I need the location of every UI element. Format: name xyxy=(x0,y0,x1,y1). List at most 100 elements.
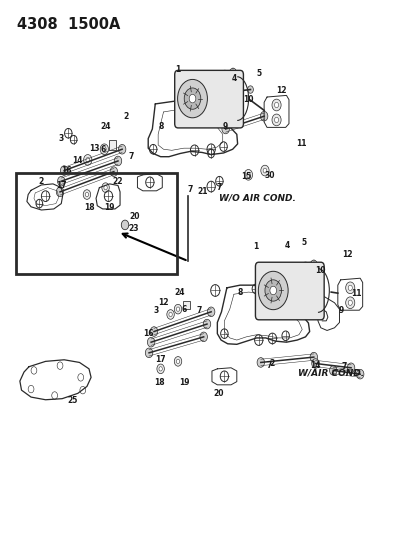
Text: 22: 22 xyxy=(112,177,123,185)
Circle shape xyxy=(274,102,278,108)
Text: 13: 13 xyxy=(89,144,100,152)
Circle shape xyxy=(329,366,336,375)
Text: 3: 3 xyxy=(59,134,64,143)
Circle shape xyxy=(102,147,106,152)
Circle shape xyxy=(174,357,181,366)
Text: 14: 14 xyxy=(72,157,83,165)
Text: 21: 21 xyxy=(197,188,208,196)
Circle shape xyxy=(169,312,172,317)
Circle shape xyxy=(184,88,200,109)
Circle shape xyxy=(199,332,207,342)
Bar xyxy=(183,301,189,309)
Text: 17: 17 xyxy=(56,181,66,190)
Circle shape xyxy=(159,367,162,371)
Text: 5: 5 xyxy=(301,238,306,247)
Circle shape xyxy=(309,352,317,362)
Circle shape xyxy=(345,297,354,309)
Circle shape xyxy=(121,220,128,230)
Text: 17: 17 xyxy=(155,356,166,364)
Text: 12: 12 xyxy=(341,251,351,259)
Text: 10: 10 xyxy=(315,266,325,275)
Text: 19: 19 xyxy=(104,204,115,212)
Circle shape xyxy=(269,286,276,295)
Circle shape xyxy=(345,282,354,294)
Text: 1: 1 xyxy=(253,242,258,251)
Circle shape xyxy=(221,124,229,134)
Circle shape xyxy=(244,169,252,180)
Circle shape xyxy=(246,172,249,177)
Text: 30: 30 xyxy=(264,172,275,180)
Text: 4: 4 xyxy=(285,241,290,249)
Text: 8: 8 xyxy=(159,123,164,131)
Text: 7: 7 xyxy=(341,362,346,371)
Text: 23: 23 xyxy=(128,224,138,232)
Circle shape xyxy=(311,359,318,368)
Text: 16: 16 xyxy=(142,329,153,337)
Circle shape xyxy=(258,271,287,310)
Text: 7: 7 xyxy=(196,306,201,314)
Text: 10: 10 xyxy=(242,95,253,103)
Circle shape xyxy=(247,86,253,93)
Text: 18: 18 xyxy=(83,204,94,212)
Text: 2: 2 xyxy=(123,112,128,120)
Circle shape xyxy=(264,280,281,301)
Circle shape xyxy=(177,79,207,118)
Text: 24: 24 xyxy=(174,288,185,296)
Circle shape xyxy=(110,167,117,176)
Text: 8: 8 xyxy=(237,288,242,296)
Circle shape xyxy=(263,168,266,173)
Text: 7: 7 xyxy=(188,185,192,193)
Circle shape xyxy=(150,327,157,336)
Circle shape xyxy=(83,190,90,199)
Circle shape xyxy=(271,114,280,126)
Text: 9: 9 xyxy=(223,123,228,131)
Circle shape xyxy=(57,176,65,186)
Text: 24: 24 xyxy=(100,123,111,131)
Circle shape xyxy=(260,111,267,121)
Text: 7: 7 xyxy=(216,183,221,192)
Text: 18: 18 xyxy=(154,378,164,387)
Circle shape xyxy=(347,285,351,290)
Text: 16: 16 xyxy=(61,166,71,175)
Text: W/O AIR COND.: W/O AIR COND. xyxy=(219,194,296,203)
Text: 4308  1500A: 4308 1500A xyxy=(17,17,120,32)
Circle shape xyxy=(189,94,195,103)
Circle shape xyxy=(85,192,88,197)
Text: 6: 6 xyxy=(100,145,105,154)
Text: 19: 19 xyxy=(178,378,189,387)
Circle shape xyxy=(86,158,89,163)
Circle shape xyxy=(207,307,214,317)
Text: 6: 6 xyxy=(181,305,186,313)
Text: 12: 12 xyxy=(275,86,286,95)
Text: 25: 25 xyxy=(67,397,78,405)
Circle shape xyxy=(174,304,181,314)
Text: 2: 2 xyxy=(39,177,44,185)
Circle shape xyxy=(145,348,152,358)
Text: W/AIR COND.: W/AIR COND. xyxy=(297,369,363,377)
Circle shape xyxy=(100,144,108,155)
Circle shape xyxy=(260,165,268,176)
FancyBboxPatch shape xyxy=(174,70,243,128)
Text: 4: 4 xyxy=(231,75,236,83)
Text: 2: 2 xyxy=(269,359,274,368)
Text: 7: 7 xyxy=(266,361,271,369)
FancyBboxPatch shape xyxy=(255,262,323,320)
Circle shape xyxy=(118,144,126,154)
Circle shape xyxy=(256,358,264,367)
Bar xyxy=(109,140,116,150)
Text: 20: 20 xyxy=(213,389,223,398)
Circle shape xyxy=(157,364,164,374)
Text: 12: 12 xyxy=(158,298,169,307)
Text: 7: 7 xyxy=(129,152,134,161)
Text: 20: 20 xyxy=(129,212,140,221)
Text: 15: 15 xyxy=(240,173,251,181)
Circle shape xyxy=(114,156,121,166)
Text: 9: 9 xyxy=(338,306,343,314)
Circle shape xyxy=(356,369,363,379)
Circle shape xyxy=(166,310,174,319)
Circle shape xyxy=(347,300,351,305)
Circle shape xyxy=(102,183,109,192)
Text: 14: 14 xyxy=(309,361,320,369)
Text: 11: 11 xyxy=(295,140,306,148)
Circle shape xyxy=(271,99,280,111)
